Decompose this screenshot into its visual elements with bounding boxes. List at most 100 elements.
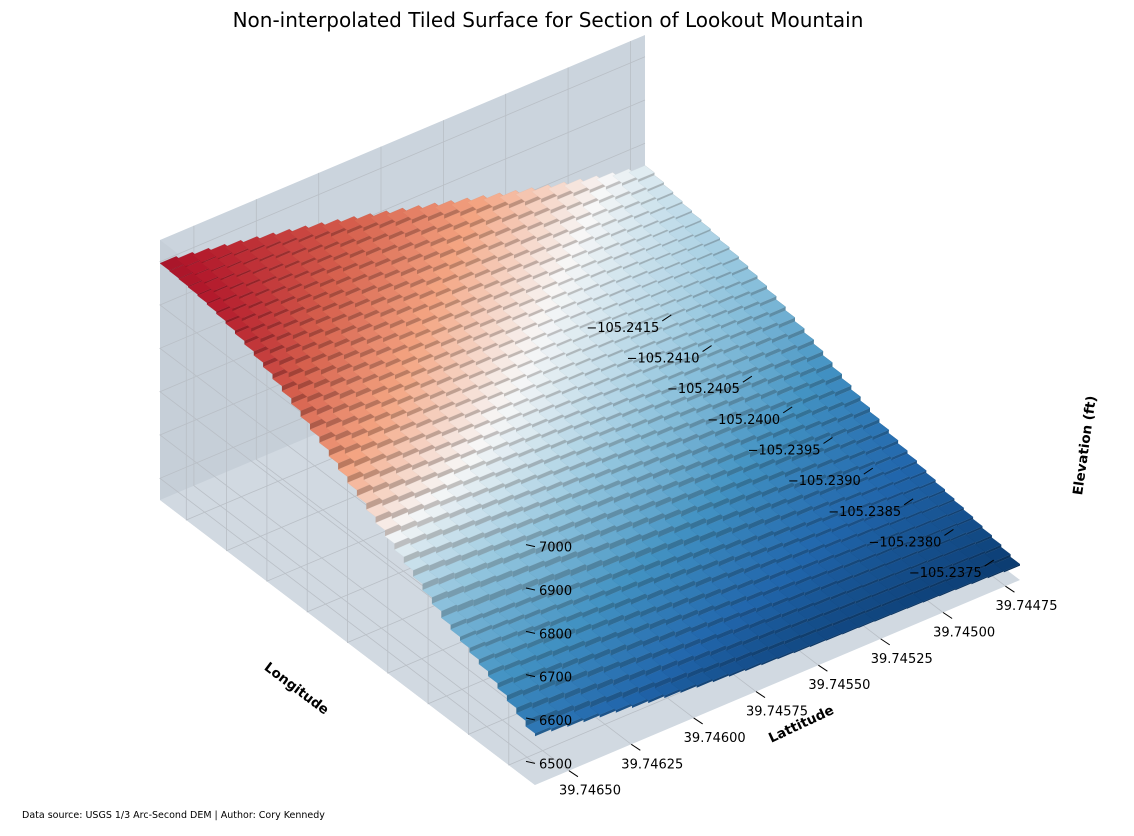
surface-tile-face [406, 315, 423, 327]
surface-tile-face [664, 688, 681, 699]
surface-tile-face [392, 342, 409, 354]
surface-tile-face [716, 525, 733, 538]
surface-tile-face [339, 387, 356, 400]
surface-tile-face [718, 554, 735, 567]
surface-tile-face [603, 386, 620, 397]
z-tick-label: 6600 [539, 714, 572, 729]
surface-tile-face [514, 489, 531, 501]
surface-tile-face [842, 626, 859, 635]
surface-tile-face [413, 563, 430, 577]
surface-tile-face [433, 511, 450, 524]
surface-tile-face [699, 428, 716, 441]
surface-tile-face [557, 423, 574, 435]
surface-tile-face [626, 368, 643, 378]
surface-tile-face [480, 317, 497, 328]
surface-tile-face [966, 526, 983, 536]
surface-tile-face [481, 404, 498, 415]
surface-tile-face [785, 564, 803, 575]
surface-tile [731, 268, 758, 283]
surface-tile-face [600, 278, 617, 288]
surface-tile-face [774, 623, 792, 635]
surface-tile-face [594, 231, 611, 241]
surface-tile-face [652, 647, 669, 660]
surface-tile-face [520, 234, 537, 245]
surface-tile-face [325, 324, 342, 336]
surface-tile-face [621, 580, 638, 593]
surface-tile-face [491, 264, 508, 276]
x-tick-label: −105.2395 [748, 444, 821, 459]
surface-tile-face [634, 443, 651, 456]
surface-tile-face [570, 563, 587, 577]
surface-tile-face [848, 517, 865, 528]
surface-tile-face [450, 618, 467, 630]
surface-tile-face [975, 535, 992, 545]
surface-tile-face [626, 638, 643, 652]
surface-tile-face [690, 265, 707, 275]
x-tick-mark [702, 345, 712, 353]
surface-tile-face [971, 576, 988, 585]
surface-tile-face [616, 520, 633, 533]
surface-tile-face [471, 561, 488, 575]
surface-tile-face [276, 330, 293, 341]
surface-tile-face [698, 604, 715, 616]
surface-tile-face [547, 327, 564, 338]
surface-tile-face [613, 396, 630, 407]
surface-tile-face [871, 496, 888, 507]
surface-tile-face [554, 568, 571, 582]
surface-tile-face [185, 259, 202, 268]
surface-tile-face [632, 698, 649, 708]
surface-tile-face [514, 248, 531, 259]
surface-tile-face [465, 502, 482, 515]
surface-tile-face [485, 365, 502, 376]
surface-tile-face [642, 363, 659, 374]
surface-tile-face [424, 498, 441, 511]
surface-tile-face [729, 493, 746, 506]
surface-tile-face [460, 629, 477, 641]
surface-tile-face [558, 704, 575, 717]
surface-tile-face [723, 343, 740, 354]
surface-tile-face [361, 439, 378, 452]
surface-tile-face [669, 307, 686, 317]
surface-tile-face [726, 639, 743, 651]
surface-tile-face [652, 373, 669, 385]
surface-tile-face [650, 205, 667, 215]
surface-tile-face [204, 275, 221, 284]
z-tick-mark [525, 674, 536, 678]
surface-tile-face [396, 461, 413, 474]
surface-tile-face [776, 553, 793, 564]
surface-tile-face [728, 395, 745, 407]
surface-tile-face [197, 287, 214, 296]
surface-tile-face [527, 368, 544, 379]
surface-tile-face [660, 554, 677, 568]
surface-tile-face [579, 471, 596, 483]
surface-tile-face [680, 406, 697, 417]
surface-tile-face [258, 309, 275, 320]
surface-tile-face [442, 272, 459, 284]
surface-tile-face [260, 331, 277, 343]
surface-tile-face [719, 383, 736, 395]
surface-tile-face [816, 622, 833, 633]
surface-tile-face [409, 431, 426, 444]
surface-tile-face [493, 289, 510, 300]
surface-tile-face [553, 227, 570, 239]
surface-tile-face [581, 499, 598, 512]
surface-tile-face [225, 314, 242, 324]
surface-tile-face [637, 316, 654, 326]
surface-tile-face [715, 425, 732, 437]
surface-tile-face [793, 381, 810, 393]
surface-tile-face [588, 483, 605, 495]
surface-tile-face [269, 342, 287, 354]
surface-tile-face [441, 425, 459, 437]
surface-tile-face [367, 424, 384, 437]
surface-tile-face [618, 447, 635, 460]
surface-tile-face [723, 611, 740, 623]
surface-tile-face [697, 500, 714, 513]
surface-tile-face [740, 606, 757, 618]
surface-tile-face [459, 358, 476, 369]
surface-tile-face [539, 678, 556, 692]
surface-tile-face [428, 455, 445, 467]
surface-tile-face [877, 481, 894, 491]
surface-tile-face [700, 633, 717, 645]
surface-tile-face [375, 256, 392, 268]
surface-tile-face [880, 506, 897, 516]
